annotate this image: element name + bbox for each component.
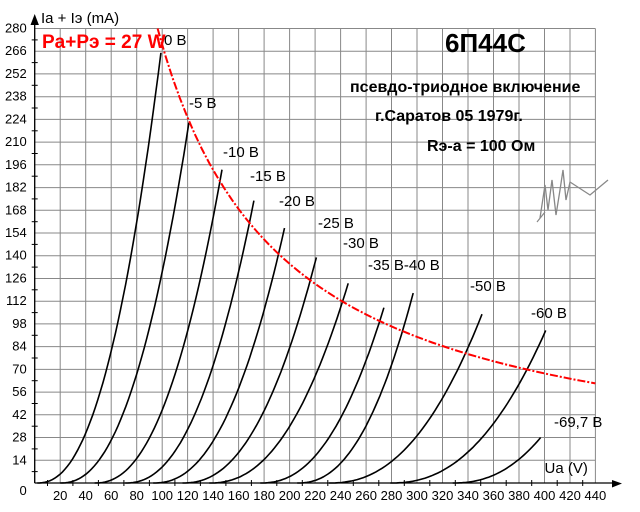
svg-text:-35 В-40 В: -35 В-40 В: [368, 257, 440, 274]
svg-text:196: 196: [5, 157, 27, 172]
svg-text:98: 98: [12, 316, 26, 331]
svg-text:160: 160: [228, 488, 250, 503]
svg-text:340: 340: [457, 488, 479, 503]
svg-text:Rэ-a = 100 Ом: Rэ-a = 100 Ом: [427, 138, 535, 155]
svg-text:-30 В: -30 В: [343, 235, 379, 252]
svg-text:0 В: 0 В: [164, 32, 187, 49]
svg-text:40: 40: [78, 488, 92, 503]
svg-text:210: 210: [5, 134, 27, 149]
svg-text:0: 0: [19, 483, 26, 498]
svg-text:140: 140: [202, 488, 224, 503]
svg-text:320: 320: [432, 488, 454, 503]
svg-text:80: 80: [129, 488, 143, 503]
svg-text:200: 200: [279, 488, 301, 503]
svg-text:252: 252: [5, 66, 27, 81]
svg-text:260: 260: [355, 488, 377, 503]
svg-text:238: 238: [5, 89, 27, 104]
svg-text:-60 В: -60 В: [531, 305, 567, 322]
svg-text:420: 420: [559, 488, 581, 503]
svg-text:380: 380: [508, 488, 530, 503]
svg-text:28: 28: [12, 430, 26, 445]
svg-text:440: 440: [585, 488, 607, 503]
svg-text:60: 60: [104, 488, 118, 503]
svg-text:Ua (V): Ua (V): [545, 460, 588, 477]
svg-text:г.Саратов 05 1979г.: г.Саратов 05 1979г.: [375, 108, 523, 125]
svg-text:-15 В: -15 В: [250, 168, 286, 185]
svg-text:360: 360: [483, 488, 505, 503]
svg-text:140: 140: [5, 248, 27, 263]
svg-text:-25 В: -25 В: [318, 215, 354, 232]
svg-text:168: 168: [5, 202, 27, 217]
svg-text:280: 280: [381, 488, 403, 503]
svg-text:20: 20: [53, 488, 67, 503]
svg-text:84: 84: [12, 339, 26, 354]
svg-text:180: 180: [253, 488, 275, 503]
svg-text:42: 42: [12, 407, 26, 422]
svg-text:112: 112: [6, 293, 27, 308]
svg-text:220: 220: [304, 488, 326, 503]
svg-text:14: 14: [12, 452, 26, 467]
svg-text:154: 154: [5, 225, 27, 240]
svg-text:126: 126: [5, 271, 27, 286]
svg-text:280: 280: [5, 21, 27, 36]
svg-text:псевдо-триодное включение: псевдо-триодное включение: [350, 79, 580, 96]
svg-text:-20 В: -20 В: [279, 193, 315, 210]
svg-text:-50 В: -50 В: [470, 278, 506, 295]
svg-text:100: 100: [151, 488, 173, 503]
svg-text:120: 120: [177, 488, 199, 503]
svg-text:240: 240: [330, 488, 352, 503]
svg-text:182: 182: [5, 180, 27, 195]
svg-text:224: 224: [5, 111, 27, 126]
svg-text:266: 266: [5, 43, 27, 58]
svg-text:-69,7 В: -69,7 В: [554, 414, 602, 431]
svg-text:-10 В: -10 В: [223, 144, 259, 161]
svg-text:6П44С: 6П44С: [445, 28, 526, 58]
svg-text:56: 56: [12, 384, 26, 399]
svg-text:400: 400: [534, 488, 556, 503]
svg-text:-5 В: -5 В: [189, 95, 217, 112]
svg-text:70: 70: [12, 361, 26, 376]
svg-text:Pa+Pэ = 27 W: Pa+Pэ = 27 W: [42, 32, 166, 53]
svg-text:Ia + Iэ (mА): Ia + Iэ (mА): [41, 10, 119, 27]
svg-text:300: 300: [406, 488, 428, 503]
